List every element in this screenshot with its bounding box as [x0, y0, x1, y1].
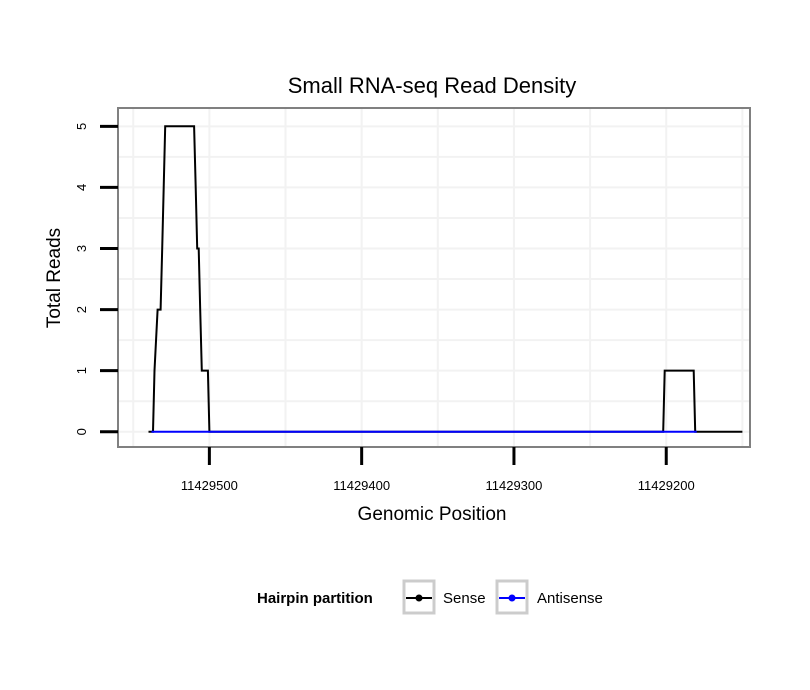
- x-axis-title: Genomic Position: [358, 504, 507, 525]
- x-tick-label: 11429200: [638, 478, 695, 493]
- y-tick-label: 0: [74, 428, 89, 435]
- x-tick-label: 11429300: [486, 478, 543, 493]
- x-tick-label: 11429500: [181, 478, 238, 493]
- legend-label-sense: Sense: [443, 590, 486, 607]
- legend-point-antisense: [508, 594, 516, 602]
- y-tick-label: 1: [74, 367, 89, 374]
- y-tick-label: 3: [74, 245, 89, 252]
- legend-point-sense: [415, 594, 423, 602]
- y-tick-label: 4: [74, 184, 89, 191]
- panel-border: [117, 107, 751, 448]
- grid: [118, 108, 750, 447]
- legend-label-antisense: Antisense: [537, 590, 603, 607]
- chart-title: Small RNA-seq Read Density: [288, 73, 577, 98]
- axes: 11429500 11429400 11429300 11429200 0 1 2 3 4 5: [74, 123, 695, 493]
- legend: Hairpin partition Sense Antisense: [257, 579, 603, 615]
- y-tick-label: 2: [74, 306, 89, 313]
- legend-title: Hairpin partition: [257, 590, 373, 607]
- y-tick-label: 5: [74, 123, 89, 130]
- series-line-sense: [148, 125, 743, 433]
- x-tick-label: 11429400: [333, 478, 390, 493]
- series-lines: [148, 125, 743, 433]
- y-axis-title: Total Reads: [44, 228, 65, 328]
